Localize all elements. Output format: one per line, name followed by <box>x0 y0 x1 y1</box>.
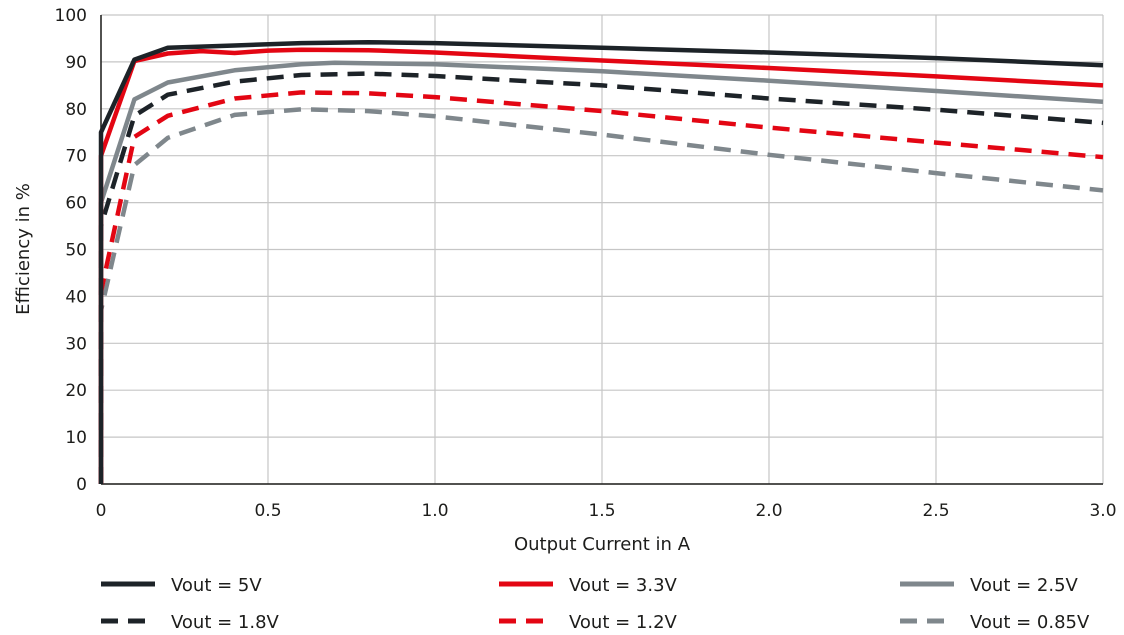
y-tick-label: 30 <box>65 334 87 354</box>
x-tick-label: 2.5 <box>922 501 949 521</box>
legend-label: Vout = 0.85V <box>970 612 1090 633</box>
y-axis-label: Efficiency in % <box>13 183 34 315</box>
legend: Vout = 5V Vout = 3.3V Vout = 2.5V Vout = 1.… <box>101 575 1090 633</box>
series-line-vout-0-85v <box>98 107 1104 484</box>
x-tick-label: 3.0 <box>1089 501 1116 521</box>
x-tick-label: 1.0 <box>421 501 448 521</box>
y-tick-label: 70 <box>65 147 87 167</box>
series-line-vout-1-2v <box>98 90 1104 484</box>
x-axis-label: Output Current in A <box>514 534 691 555</box>
series-line-vout-5v <box>98 39 1104 484</box>
legend-item-vout-1-2v: Vout = 1.2V <box>499 612 678 633</box>
legend-label: Vout = 3.3V <box>569 575 678 596</box>
y-tick-label: 40 <box>65 287 87 307</box>
legend-item-vout-3-3v: Vout = 3.3V <box>499 575 678 596</box>
legend-item-vout-5v: Vout = 5V <box>101 575 262 596</box>
y-tick-label: 20 <box>65 381 87 401</box>
x-tick-label: 2.0 <box>755 501 782 521</box>
legend-item-vout-2-5v: Vout = 2.5V <box>900 575 1079 596</box>
legend-label: Vout = 5V <box>171 575 262 596</box>
legend-label: Vout = 1.8V <box>171 612 280 633</box>
series-line-vout-1-8v <box>98 71 1104 484</box>
legend-item-vout-1-8v: Vout = 1.8V <box>101 612 280 633</box>
legend-item-vout-0-85v: Vout = 0.85V <box>900 612 1090 633</box>
legend-label: Vout = 1.2V <box>569 612 678 633</box>
y-axis-ticks: 0 10 20 30 40 50 60 70 80 90 100 <box>55 6 87 495</box>
y-tick-label: 80 <box>65 100 87 120</box>
x-tick-label: 0 <box>96 501 107 521</box>
y-tick-label: 50 <box>65 241 87 261</box>
y-tick-label: 90 <box>65 53 87 73</box>
y-tick-label: 60 <box>65 194 87 214</box>
series-line-vout-2-5v <box>98 60 1104 484</box>
x-tick-label: 0.5 <box>254 501 281 521</box>
x-axis-ticks: 0 0.5 1.0 1.5 2.0 2.5 3.0 <box>96 501 1117 521</box>
y-tick-label: 0 <box>76 475 87 495</box>
legend-label: Vout = 2.5V <box>970 575 1079 596</box>
y-tick-label: 100 <box>55 6 87 26</box>
x-tick-label: 1.5 <box>588 501 615 521</box>
y-tick-label: 10 <box>65 428 87 448</box>
series-layer <box>98 39 1104 484</box>
